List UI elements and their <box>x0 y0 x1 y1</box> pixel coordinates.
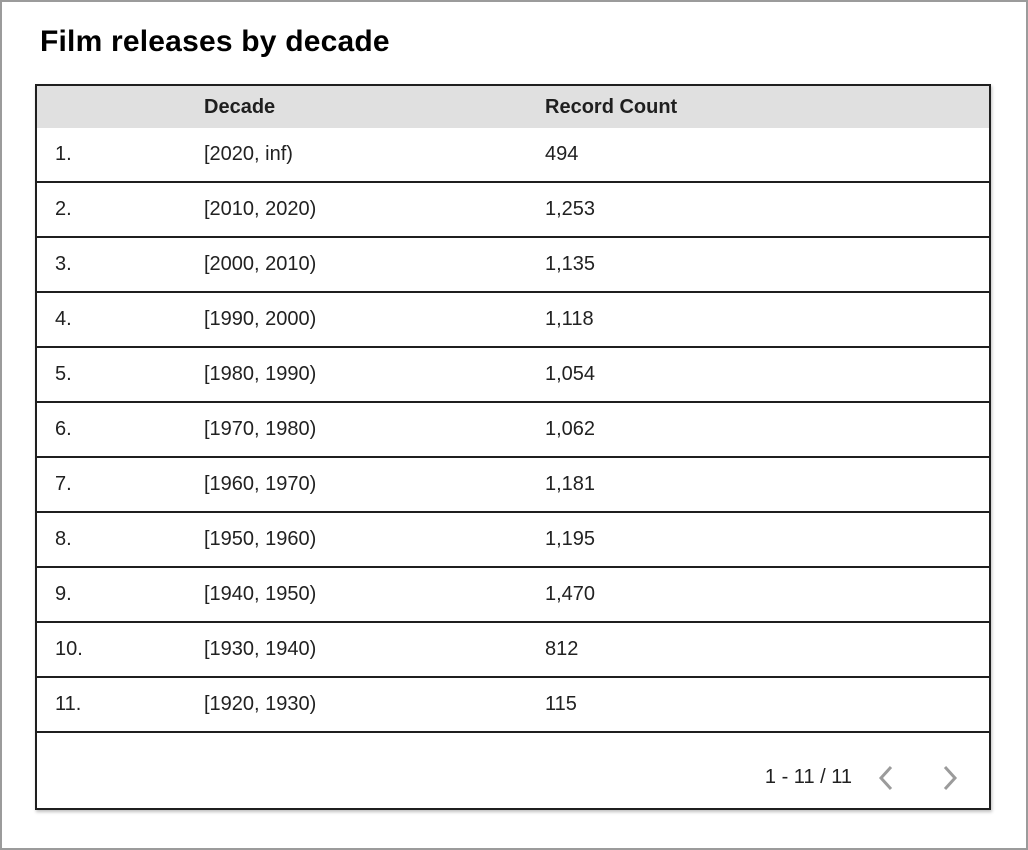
record-count-cell: 1,135 <box>545 253 596 275</box>
decade-cell: [2010, 2020) <box>204 198 317 220</box>
page-title: Film releases by decade <box>40 25 390 58</box>
record-count-cell: 812 <box>545 638 579 660</box>
record-count-cell: 115 <box>545 693 577 715</box>
decade-cell: [1930, 1940) <box>204 638 317 660</box>
table-row: 7. [1960, 1970) 1,181 <box>37 458 989 513</box>
decade-cell: [1990, 2000) <box>204 308 317 330</box>
table-row: 2. [2010, 2020) 1,253 <box>37 183 989 238</box>
table-row: 3. [2000, 2010) 1,135 <box>37 238 989 293</box>
record-count-cell: 1,195 <box>545 528 596 550</box>
pagination-range-label: 1 - 11 / 11 <box>764 766 852 788</box>
decade-cell: [1920, 1930) <box>204 693 317 715</box>
table-header-row: Decade Record Count <box>37 86 989 128</box>
table-row: 4. [1990, 2000) 1,118 <box>37 293 989 348</box>
row-index-cell: 10. <box>55 638 83 660</box>
record-count-cell: 1,470 <box>545 583 596 605</box>
table-row: 10. [1930, 1940) 812 <box>37 623 989 678</box>
header-cell-decade[interactable]: Decade <box>204 95 276 118</box>
decade-cell: [1940, 1950) <box>204 583 317 605</box>
header-cell-record-count[interactable]: Record Count <box>545 95 678 118</box>
row-index-cell: 3. <box>55 253 72 275</box>
row-index-cell: 5. <box>55 363 72 385</box>
table-row: 5. [1980, 1990) 1,054 <box>37 348 989 403</box>
record-count-cell: 1,253 <box>545 198 596 220</box>
chevron-right-icon <box>942 765 958 791</box>
row-index-cell: 9. <box>55 583 72 605</box>
row-index-cell: 11. <box>55 693 82 715</box>
table-row: 6. [1970, 1980) 1,062 <box>37 403 989 458</box>
row-index-cell: 7. <box>55 473 72 495</box>
decade-cell: [1950, 1960) <box>204 528 317 550</box>
decade-cell: [1970, 1980) <box>204 418 317 440</box>
decade-cell: [1980, 1990) <box>204 363 317 385</box>
data-table: Decade Record Count 1. [2020, inf) 494 2… <box>35 84 991 810</box>
chevron-left-icon <box>878 765 894 791</box>
record-count-cell: 494 <box>545 143 579 165</box>
row-index-cell: 4. <box>55 308 72 330</box>
row-index-cell: 1. <box>55 143 72 165</box>
record-count-cell: 1,118 <box>545 308 594 330</box>
table-row: 1. [2020, inf) 494 <box>37 128 989 183</box>
record-count-cell: 1,181 <box>545 473 596 495</box>
next-page-button[interactable] <box>942 764 958 792</box>
table-row: 9. [1940, 1950) 1,470 <box>37 568 989 623</box>
decade-cell: [2000, 2010) <box>204 253 317 275</box>
table-pagination-bar: 1 - 11 / 11 <box>37 733 989 808</box>
row-index-cell: 6. <box>55 418 72 440</box>
table-row: 8. [1950, 1960) 1,195 <box>37 513 989 568</box>
decade-cell: [1960, 1970) <box>204 473 317 495</box>
record-count-cell: 1,062 <box>545 418 596 440</box>
decade-cell: [2020, inf) <box>204 143 293 165</box>
row-index-cell: 8. <box>55 528 72 550</box>
row-index-cell: 2. <box>55 198 72 220</box>
prev-page-button[interactable] <box>878 764 894 792</box>
record-count-cell: 1,054 <box>545 363 596 385</box>
table-row: 11. [1920, 1930) 115 <box>37 678 989 733</box>
